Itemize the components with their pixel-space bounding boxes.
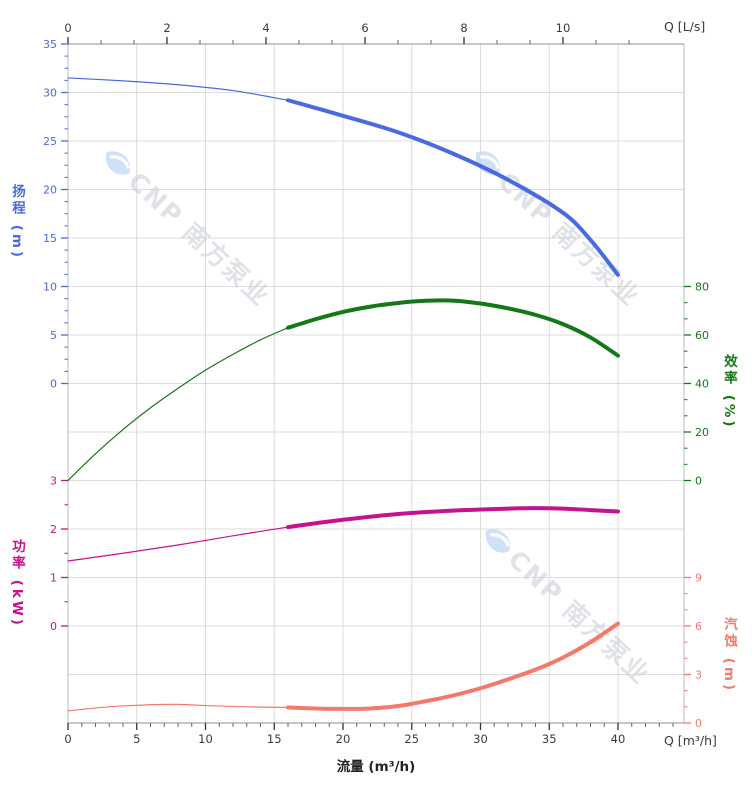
bottom-axis-tick-label: 20 <box>336 732 351 746</box>
watermark-text: CNP 南方泵业 <box>123 167 276 313</box>
npsh-tick-label: 3 <box>695 669 702 682</box>
efficiency-tick-label: 80 <box>695 281 709 294</box>
power-tick-label: 0 <box>50 620 57 633</box>
top-axis: 0 2 4 6 8 10 <box>64 21 684 45</box>
efficiency-curve-thin <box>67 327 289 482</box>
npsh-axis: 9 6 3 0 <box>684 572 702 730</box>
bottom-axis-unit-label: Q [m³/h] <box>664 733 717 748</box>
npsh-curve-bold <box>286 621 620 711</box>
cnp-logo-swoosh <box>489 533 510 547</box>
top-axis-tick-label: 4 <box>262 21 269 35</box>
top-axis-tick-label: 8 <box>460 21 467 35</box>
cnp-logo-swoosh <box>479 155 500 169</box>
top-axis-tick-label: 2 <box>163 21 170 35</box>
npsh-axis-title: 汽蚀 (m) <box>721 617 737 694</box>
power-tick-label: 2 <box>50 523 57 536</box>
cnp-logo-icon <box>105 151 131 175</box>
head-tick-label: 5 <box>50 329 57 342</box>
bottom-axis-tick-label: 35 <box>542 732 557 746</box>
bottom-axis-tick-label: 25 <box>404 732 419 746</box>
top-axis-tick-label: 6 <box>361 21 368 35</box>
power-curve <box>67 506 620 562</box>
cnp-logo-swoosh <box>109 155 130 169</box>
bottom-axis: 0 5 10 15 20 25 30 35 40 <box>64 722 684 746</box>
npsh-tick-label: 0 <box>695 717 702 730</box>
head-axis-title: 扬程 (m) <box>9 184 25 261</box>
efficiency-curve-bold <box>286 298 620 358</box>
bottom-axis-tick-label: 0 <box>64 732 71 746</box>
watermark-text: CNP 南方泵业 <box>493 167 646 313</box>
grid <box>68 44 684 723</box>
head-tick-label: 20 <box>43 184 57 197</box>
power-axis-title: 功率 (kW) <box>9 539 25 628</box>
flow-axis-title: 流量 (m³/h) <box>336 759 416 775</box>
head-tick-label: 0 <box>50 378 57 391</box>
watermark-text: CNP 南方泵业 <box>503 545 656 691</box>
efficiency-tick-label: 20 <box>695 426 709 439</box>
power-tick-label: 1 <box>50 572 57 585</box>
bottom-axis-tick-label: 5 <box>133 732 140 746</box>
power-axis: 3 2 1 0 <box>50 475 68 633</box>
efficiency-tick-label: 60 <box>695 329 709 342</box>
efficiency-axis: 80 60 40 20 0 <box>684 281 709 488</box>
head-tick-label: 30 <box>43 87 57 100</box>
head-curve-thin <box>67 77 289 101</box>
efficiency-curve <box>67 298 620 482</box>
head-tick-label: 35 <box>43 38 57 51</box>
power-curve-bold <box>286 506 620 530</box>
head-tick-label: 25 <box>43 135 57 148</box>
bottom-axis-tick-label: 10 <box>198 732 213 746</box>
head-tick-label: 10 <box>43 281 57 294</box>
efficiency-axis-title: 效率 (%) <box>721 354 737 430</box>
npsh-curve <box>67 621 620 712</box>
bottom-axis-tick-label: 30 <box>473 732 488 746</box>
head-tick-label: 15 <box>43 232 57 245</box>
npsh-tick-label: 9 <box>695 572 702 585</box>
bottom-axis-tick-label: 40 <box>611 732 626 746</box>
cnp-logo-icon <box>485 529 511 553</box>
head-curve <box>67 77 620 277</box>
npsh-tick-label: 6 <box>695 620 702 633</box>
power-curve-thin <box>67 526 289 562</box>
top-axis-tick-label: 0 <box>64 21 71 35</box>
efficiency-tick-label: 40 <box>695 378 709 391</box>
top-axis-tick-label: 10 <box>556 21 571 35</box>
efficiency-tick-label: 0 <box>695 475 702 488</box>
bottom-axis-tick-label: 15 <box>267 732 282 746</box>
watermark: CNP 南方泵业 <box>485 529 656 691</box>
npsh-curve-thin <box>67 703 289 712</box>
head-curve-bold <box>286 98 620 277</box>
top-axis-unit-label: Q [L/s] <box>664 19 706 34</box>
power-tick-label: 3 <box>50 475 57 488</box>
head-axis: 35 30 25 20 15 10 5 0 <box>43 38 68 391</box>
